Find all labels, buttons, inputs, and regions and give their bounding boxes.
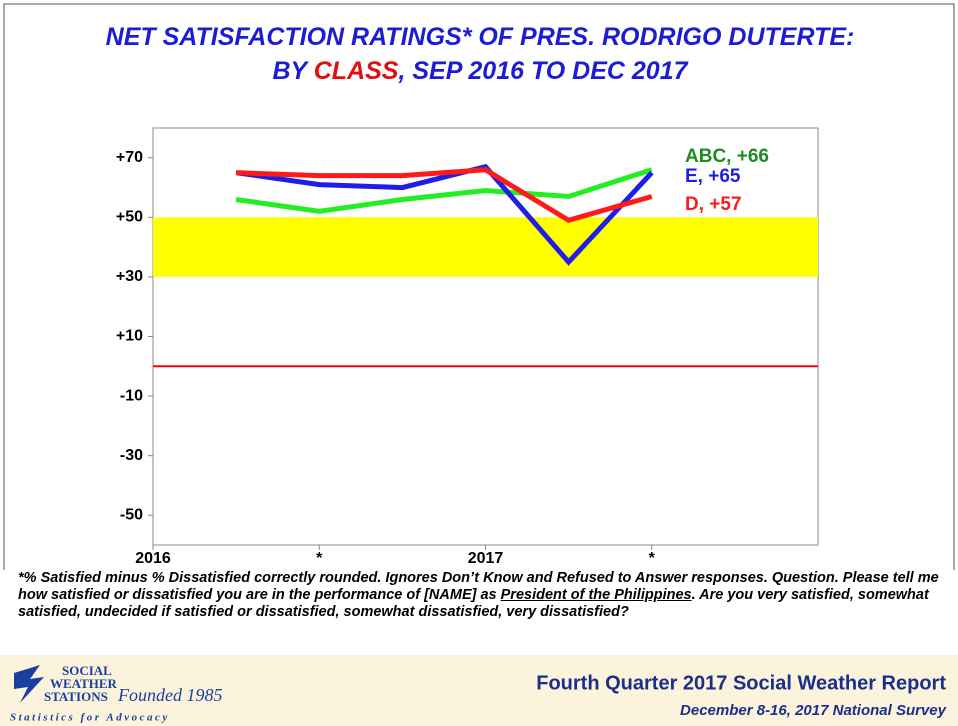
- tagline: Statistics for Advocacy: [10, 712, 170, 724]
- title-part: BY: [272, 57, 313, 85]
- footnote-text: . Are you very satisfied, somewhat satis…: [18, 587, 929, 620]
- title-part: CLASS: [314, 57, 399, 85]
- series-label: ABC, +66: [685, 146, 769, 167]
- x-tick-label: *: [316, 550, 323, 567]
- x-tick-label: 2017: [468, 550, 504, 567]
- series-label: D, +57: [685, 194, 742, 215]
- chart: NET SATISFACTION RATINGS* OF PRES. RODRI…: [3, 3, 955, 570]
- series-line: [235, 163, 654, 266]
- logo-text: SOCIAL: [62, 663, 112, 678]
- x-tick-label: 2016: [135, 550, 171, 567]
- y-tick-label: -10: [120, 387, 143, 404]
- y-tick-label: -50: [120, 506, 143, 523]
- y-tick-label: +10: [116, 328, 143, 345]
- chart-title: NET SATISFACTION RATINGS* OF PRES. RODRI…: [106, 23, 855, 51]
- series-label: E, +65: [685, 166, 741, 187]
- founded: Founded 1985: [117, 685, 222, 705]
- footer: SOCIAL WEATHER STATIONS Founded 1985 Sta…: [0, 655, 958, 726]
- footnote: *% Satisfied minus % Dissatisfied correc…: [18, 570, 943, 621]
- logo-text: STATIONS: [44, 689, 108, 704]
- survey-date: December 8-16, 2017 National Survey: [680, 702, 947, 719]
- band: [153, 217, 818, 277]
- title-part: , SEP 2016 TO DEC 2017: [397, 57, 688, 85]
- y-tick-label: +30: [116, 268, 143, 285]
- footnote-text: *% Satisfied minus % Dissatisfied correc…: [18, 570, 939, 603]
- slide-border: [3, 3, 955, 570]
- x-tick-label: *: [649, 550, 656, 567]
- logo-mark: [14, 665, 44, 703]
- y-tick-label: +70: [116, 149, 143, 166]
- y-tick-label: +50: [116, 209, 143, 226]
- logo-text: WEATHER: [50, 676, 118, 691]
- series-line: [235, 167, 653, 214]
- footnote-underlined: President of the Philippines: [500, 587, 692, 603]
- chart-title: BY CLASS, SEP 2016 TO DEC 2017: [272, 57, 688, 85]
- report-title: Fourth Quarter 2017 Social Weather Repor…: [536, 672, 946, 694]
- footer-graphic: SOCIAL WEATHER STATIONS Founded 1985 Sta…: [10, 663, 947, 724]
- series-line: [236, 167, 653, 224]
- title-part: NET SATISFACTION RATINGS* OF PRES. RODRI…: [106, 23, 855, 51]
- y-tick-label: -30: [120, 447, 143, 464]
